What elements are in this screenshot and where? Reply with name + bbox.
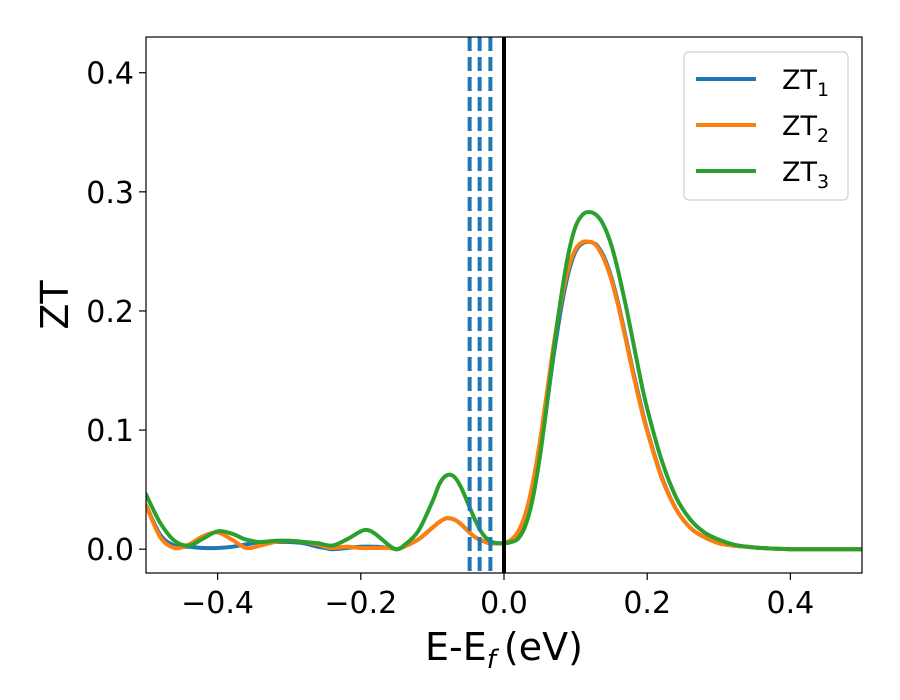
legend-label-zt3: ZT3: [782, 157, 829, 193]
x-tick-label: −0.2: [324, 586, 397, 621]
x-tick-label: 0.2: [623, 586, 671, 621]
x-axis-label-subscript: f: [487, 645, 500, 675]
x-tick-label: −0.4: [181, 586, 254, 621]
x-axis-label: E-Ef (eV): [425, 625, 583, 675]
y-axis: 0.0 0.1 0.2 0.3 0.4: [86, 57, 146, 568]
y-tick-label: 0.0: [86, 533, 134, 568]
x-axis-label-unit: (eV): [504, 625, 583, 669]
series-line-zt3: [146, 210, 862, 552]
y-tick-label: 0.1: [86, 414, 134, 449]
x-axis: −0.4 −0.2 0.0 0.2 0.4: [181, 573, 814, 621]
legend-box: [683, 51, 849, 201]
x-tick-label: 0.0: [480, 586, 528, 621]
y-axis-label: ZT: [33, 280, 77, 330]
y-tick-label: 0.3: [86, 176, 134, 211]
legend: ZT1 ZT2 ZT3: [683, 51, 849, 201]
y-tick-label: 0.2: [86, 295, 134, 330]
y-tick-label: 0.4: [86, 57, 134, 92]
reference-lines: [467, 37, 506, 573]
legend-label-zt2: ZT2: [782, 111, 829, 147]
legend-label-zt1: ZT1: [782, 65, 829, 101]
x-tick-label: 0.4: [767, 586, 815, 621]
